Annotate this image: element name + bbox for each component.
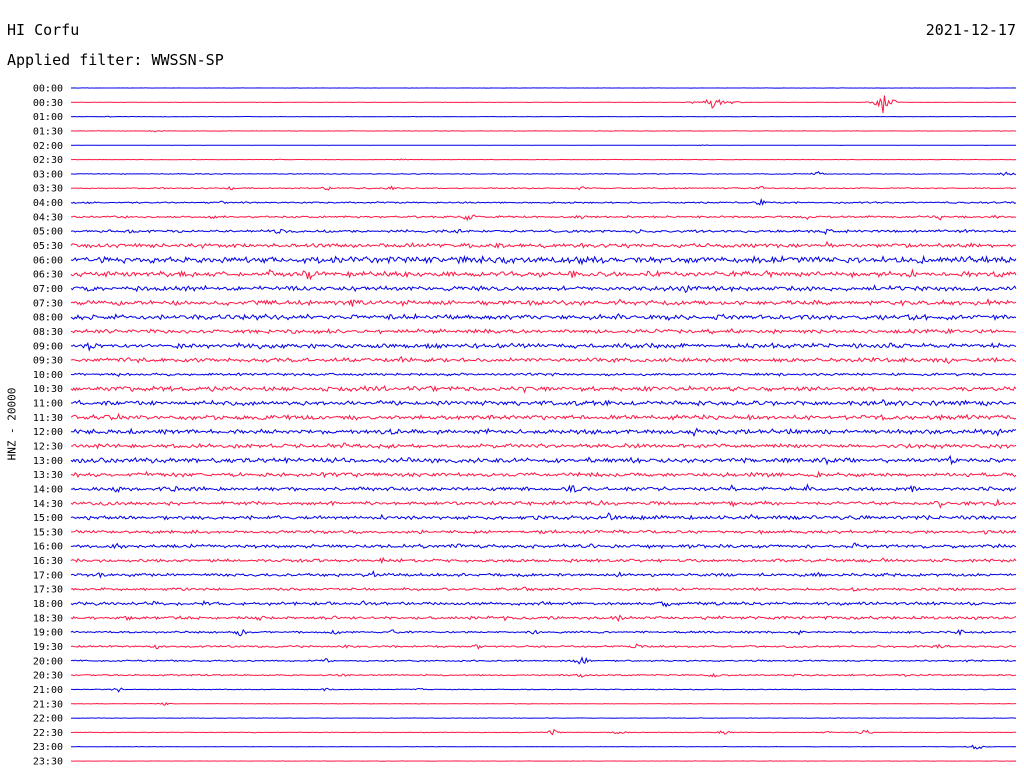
time-label: 12:30 (33, 442, 63, 453)
time-label: 10:30 (33, 384, 63, 395)
trace-line (70, 144, 1017, 147)
trace-line (70, 412, 1017, 422)
trace-line (70, 268, 1017, 281)
time-label: 14:00 (33, 484, 63, 495)
trace-line (71, 158, 1017, 161)
time-label: 00:30 (33, 98, 63, 109)
trace-line (70, 599, 1017, 608)
time-label: 04:30 (33, 212, 63, 223)
date-label: 2021-12-17 (925, 21, 1016, 39)
time-label: 09:30 (33, 356, 63, 367)
trace-line (70, 614, 1017, 623)
time-label: 05:30 (33, 241, 63, 252)
time-label: 00:00 (33, 84, 63, 95)
time-label: 06:00 (33, 255, 63, 266)
trace-line (70, 586, 1017, 592)
time-label: 20:00 (33, 656, 63, 667)
trace-line (70, 483, 1017, 494)
trace-line (70, 542, 1017, 550)
trace-line (70, 498, 1017, 509)
trace-line (70, 240, 1017, 250)
trace-line (70, 398, 1017, 407)
trace-line (71, 687, 1017, 693)
trace-line (71, 185, 1017, 191)
trace-line (70, 297, 1017, 307)
time-label: 22:30 (33, 728, 63, 739)
time-label: 13:30 (33, 470, 63, 481)
trace-line (70, 341, 1017, 352)
trace-line (70, 372, 1017, 378)
trace-line (70, 702, 1017, 706)
time-label: 08:00 (33, 313, 63, 324)
time-label: 23:30 (33, 757, 63, 768)
time-label: 02:30 (33, 155, 63, 166)
time-label: 08:30 (33, 327, 63, 338)
trace-line (70, 656, 1017, 665)
time-label: 16:00 (33, 542, 63, 553)
trace-line (70, 284, 1017, 294)
trace-line (70, 228, 1017, 236)
time-label: 03:30 (33, 184, 63, 195)
trace-line (71, 214, 1017, 222)
trace-line (70, 254, 1017, 266)
time-label: 12:00 (33, 427, 63, 438)
trace-line (70, 130, 1016, 133)
time-label: 19:00 (33, 628, 63, 639)
trace-line (70, 512, 1017, 521)
time-label: 18:00 (33, 599, 63, 610)
time-label: 07:00 (33, 284, 63, 295)
trace-line (70, 355, 1017, 365)
time-label: 05:00 (33, 227, 63, 238)
time-label: 16:30 (33, 556, 63, 567)
station-title: HI Corfu (7, 21, 80, 39)
trace-line (70, 470, 1017, 479)
time-label: 17:30 (33, 585, 63, 596)
time-label: 02:00 (33, 141, 63, 152)
time-label: 11:30 (33, 413, 63, 424)
trace-line (70, 643, 1017, 650)
trace-line (70, 384, 1017, 394)
time-label: 21:30 (33, 699, 63, 710)
time-label: 01:00 (33, 112, 63, 123)
trace-line (70, 454, 1017, 466)
trace-line (70, 197, 1017, 206)
time-label: 11:00 (33, 399, 63, 410)
time-label: 17:00 (33, 570, 63, 581)
trace-line (71, 427, 1017, 438)
trace-line (70, 672, 1017, 678)
trace-line (71, 744, 1017, 750)
time-label: 03:00 (33, 169, 63, 180)
trace-line (70, 556, 1017, 565)
time-label: 22:00 (33, 714, 63, 725)
trace-line (70, 628, 1017, 637)
trace-line (70, 312, 1017, 321)
time-label: 19:30 (33, 642, 63, 653)
time-label: 23:00 (33, 742, 63, 753)
trace-line (70, 442, 1017, 450)
time-label: 14:30 (33, 499, 63, 510)
filter-label: Applied filter: WWSSN-SP (7, 51, 224, 69)
time-label: 18:30 (33, 613, 63, 624)
trace-line (71, 95, 1017, 114)
trace-line (70, 115, 1016, 118)
trace-line (70, 728, 1016, 736)
time-label: 10:00 (33, 370, 63, 381)
time-label: 13:00 (33, 456, 63, 467)
time-label: 15:00 (33, 513, 63, 524)
time-label: 06:30 (33, 270, 63, 281)
time-label: 20:30 (33, 671, 63, 682)
time-label: 04:00 (33, 198, 63, 209)
time-label: 01:30 (33, 126, 63, 137)
trace-line (70, 170, 1017, 177)
trace-line (70, 327, 1017, 335)
trace-line (71, 529, 1017, 535)
trace-line (70, 717, 1017, 719)
time-label: 07:30 (33, 298, 63, 309)
time-label: 15:30 (33, 527, 63, 538)
time-label: 21:00 (33, 685, 63, 696)
time-label: 09:00 (33, 341, 63, 352)
trace-line (70, 570, 1017, 579)
